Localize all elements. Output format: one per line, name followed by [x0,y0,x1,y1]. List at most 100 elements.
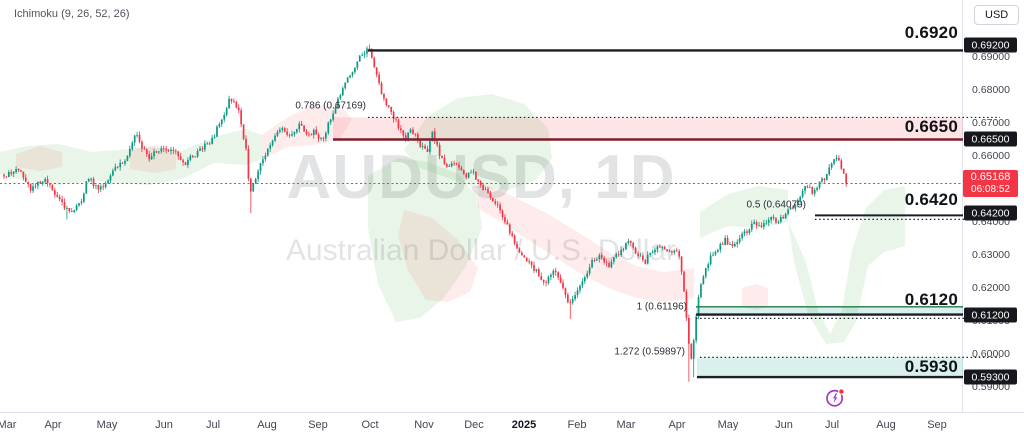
candle-body [540,276,543,280]
candle-body [295,129,298,133]
candle-body [230,98,233,102]
candle-body [291,134,293,136]
candle-body [431,131,434,142]
candle-body [789,207,792,210]
candle-body [211,137,213,144]
candle-body [651,252,654,253]
currency-toggle-button[interactable]: USD [974,5,1020,25]
candle-body [738,238,741,242]
candle-body [763,223,765,227]
candle-body [622,249,625,250]
candle-body [644,260,647,264]
candle-body [750,223,753,230]
candle-body [179,156,182,161]
ichimoku-cloud-green [182,129,262,179]
candle-body [247,148,250,179]
candle-body [784,213,787,219]
time-axis-tick: Sep [927,419,947,431]
candle-body [334,107,337,114]
candle-body [809,187,811,188]
ichimoku-cloud-green [368,158,482,322]
candle-body [174,150,177,152]
candle-body [83,193,85,202]
candle-body [530,261,533,265]
candle-body [158,151,160,153]
candle-body [201,148,204,150]
candle-body [588,267,591,274]
candle-body [489,192,492,198]
candle-body [758,225,760,227]
candle-body [308,134,310,136]
candle-body [235,102,238,108]
time-axis-tick: Aug [257,419,277,431]
candle-body [41,181,44,184]
candle-body [51,184,54,191]
ichimoku-cloud-red [742,284,768,310]
candle-body [189,155,192,161]
candle-body [620,249,622,256]
candle-body [116,166,119,168]
time-axis[interactable]: Mar Apr May Jun Jul Aug Sep Oct Nov Dec 2025 Feb Mar… [0,412,1024,439]
candle-body [726,237,729,245]
candle-body [112,170,114,176]
candle-body [458,164,460,168]
candle-body [242,124,245,139]
candle-body [177,151,180,157]
candle-body [20,170,22,172]
price-chart-canvas[interactable] [0,0,1024,412]
candle-body [387,105,390,107]
candle-body [453,163,455,165]
candle-body [484,189,487,191]
candle-body [128,149,131,156]
candle-body [767,219,770,223]
candle-body [385,98,388,106]
time-axis-tick: Apr [668,419,686,431]
time-axis-tick: Dec [464,419,484,431]
candle-body [39,181,42,184]
candle-body [349,75,351,78]
events-lightning-icon[interactable] [825,388,845,408]
time-axis-tick: Mar [0,419,17,431]
candle-body [579,285,581,291]
time-axis-tick: Jun [775,419,793,431]
candle-body [136,134,138,136]
candle-body [288,134,291,136]
candle-body [148,154,151,160]
candle-body [571,298,574,303]
candle-body [274,135,276,141]
candle-body [712,254,714,256]
candle-body [666,249,668,252]
candle-body [276,131,279,136]
candle-body [102,186,105,188]
candle-body [721,243,724,245]
time-axis-tick: Aug [876,419,896,431]
candle-body [615,254,618,258]
candle-body [228,98,230,109]
candle-body [513,235,516,244]
candle-body [830,163,833,168]
candle-body [191,155,194,157]
candle-body [199,148,201,151]
candle-body [109,175,112,181]
candle-body [654,249,656,253]
candle-body [395,118,397,120]
candle-body [825,174,828,180]
candle-body [562,282,564,289]
candle-body [375,67,378,75]
candle-body [455,163,458,165]
candle-body [801,191,804,197]
candle-body [748,229,751,233]
time-axis-tick: Apr [44,419,62,431]
candle-body [187,160,189,166]
candle-body [499,204,501,211]
candle-body [441,156,443,158]
candle-body [133,135,136,143]
candle-body [448,166,451,167]
candle-body [581,281,584,286]
candle-body [704,268,707,277]
candle-body [370,49,373,58]
candle-body [692,340,695,359]
candle-body [402,130,405,136]
candle-body [537,269,540,277]
